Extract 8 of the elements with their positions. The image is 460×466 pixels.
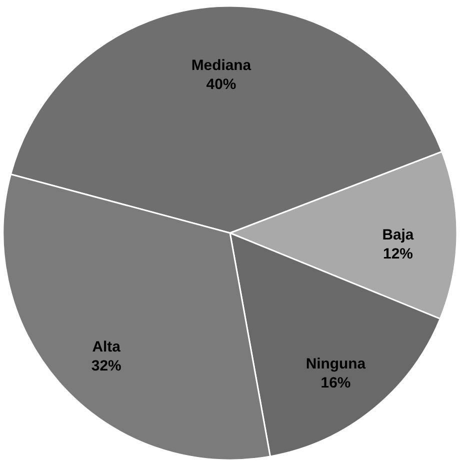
- slice-label: Mediana: [191, 57, 252, 74]
- data-label: 40%: [206, 76, 236, 94]
- slice-label: Ninguna: [306, 356, 366, 373]
- data-label: 32%: [91, 358, 122, 375]
- slice-label: Alta: [92, 338, 122, 356]
- slice-label: Baja: [382, 226, 414, 244]
- data-label: 12%: [383, 246, 413, 263]
- data-label: 16%: [320, 374, 351, 392]
